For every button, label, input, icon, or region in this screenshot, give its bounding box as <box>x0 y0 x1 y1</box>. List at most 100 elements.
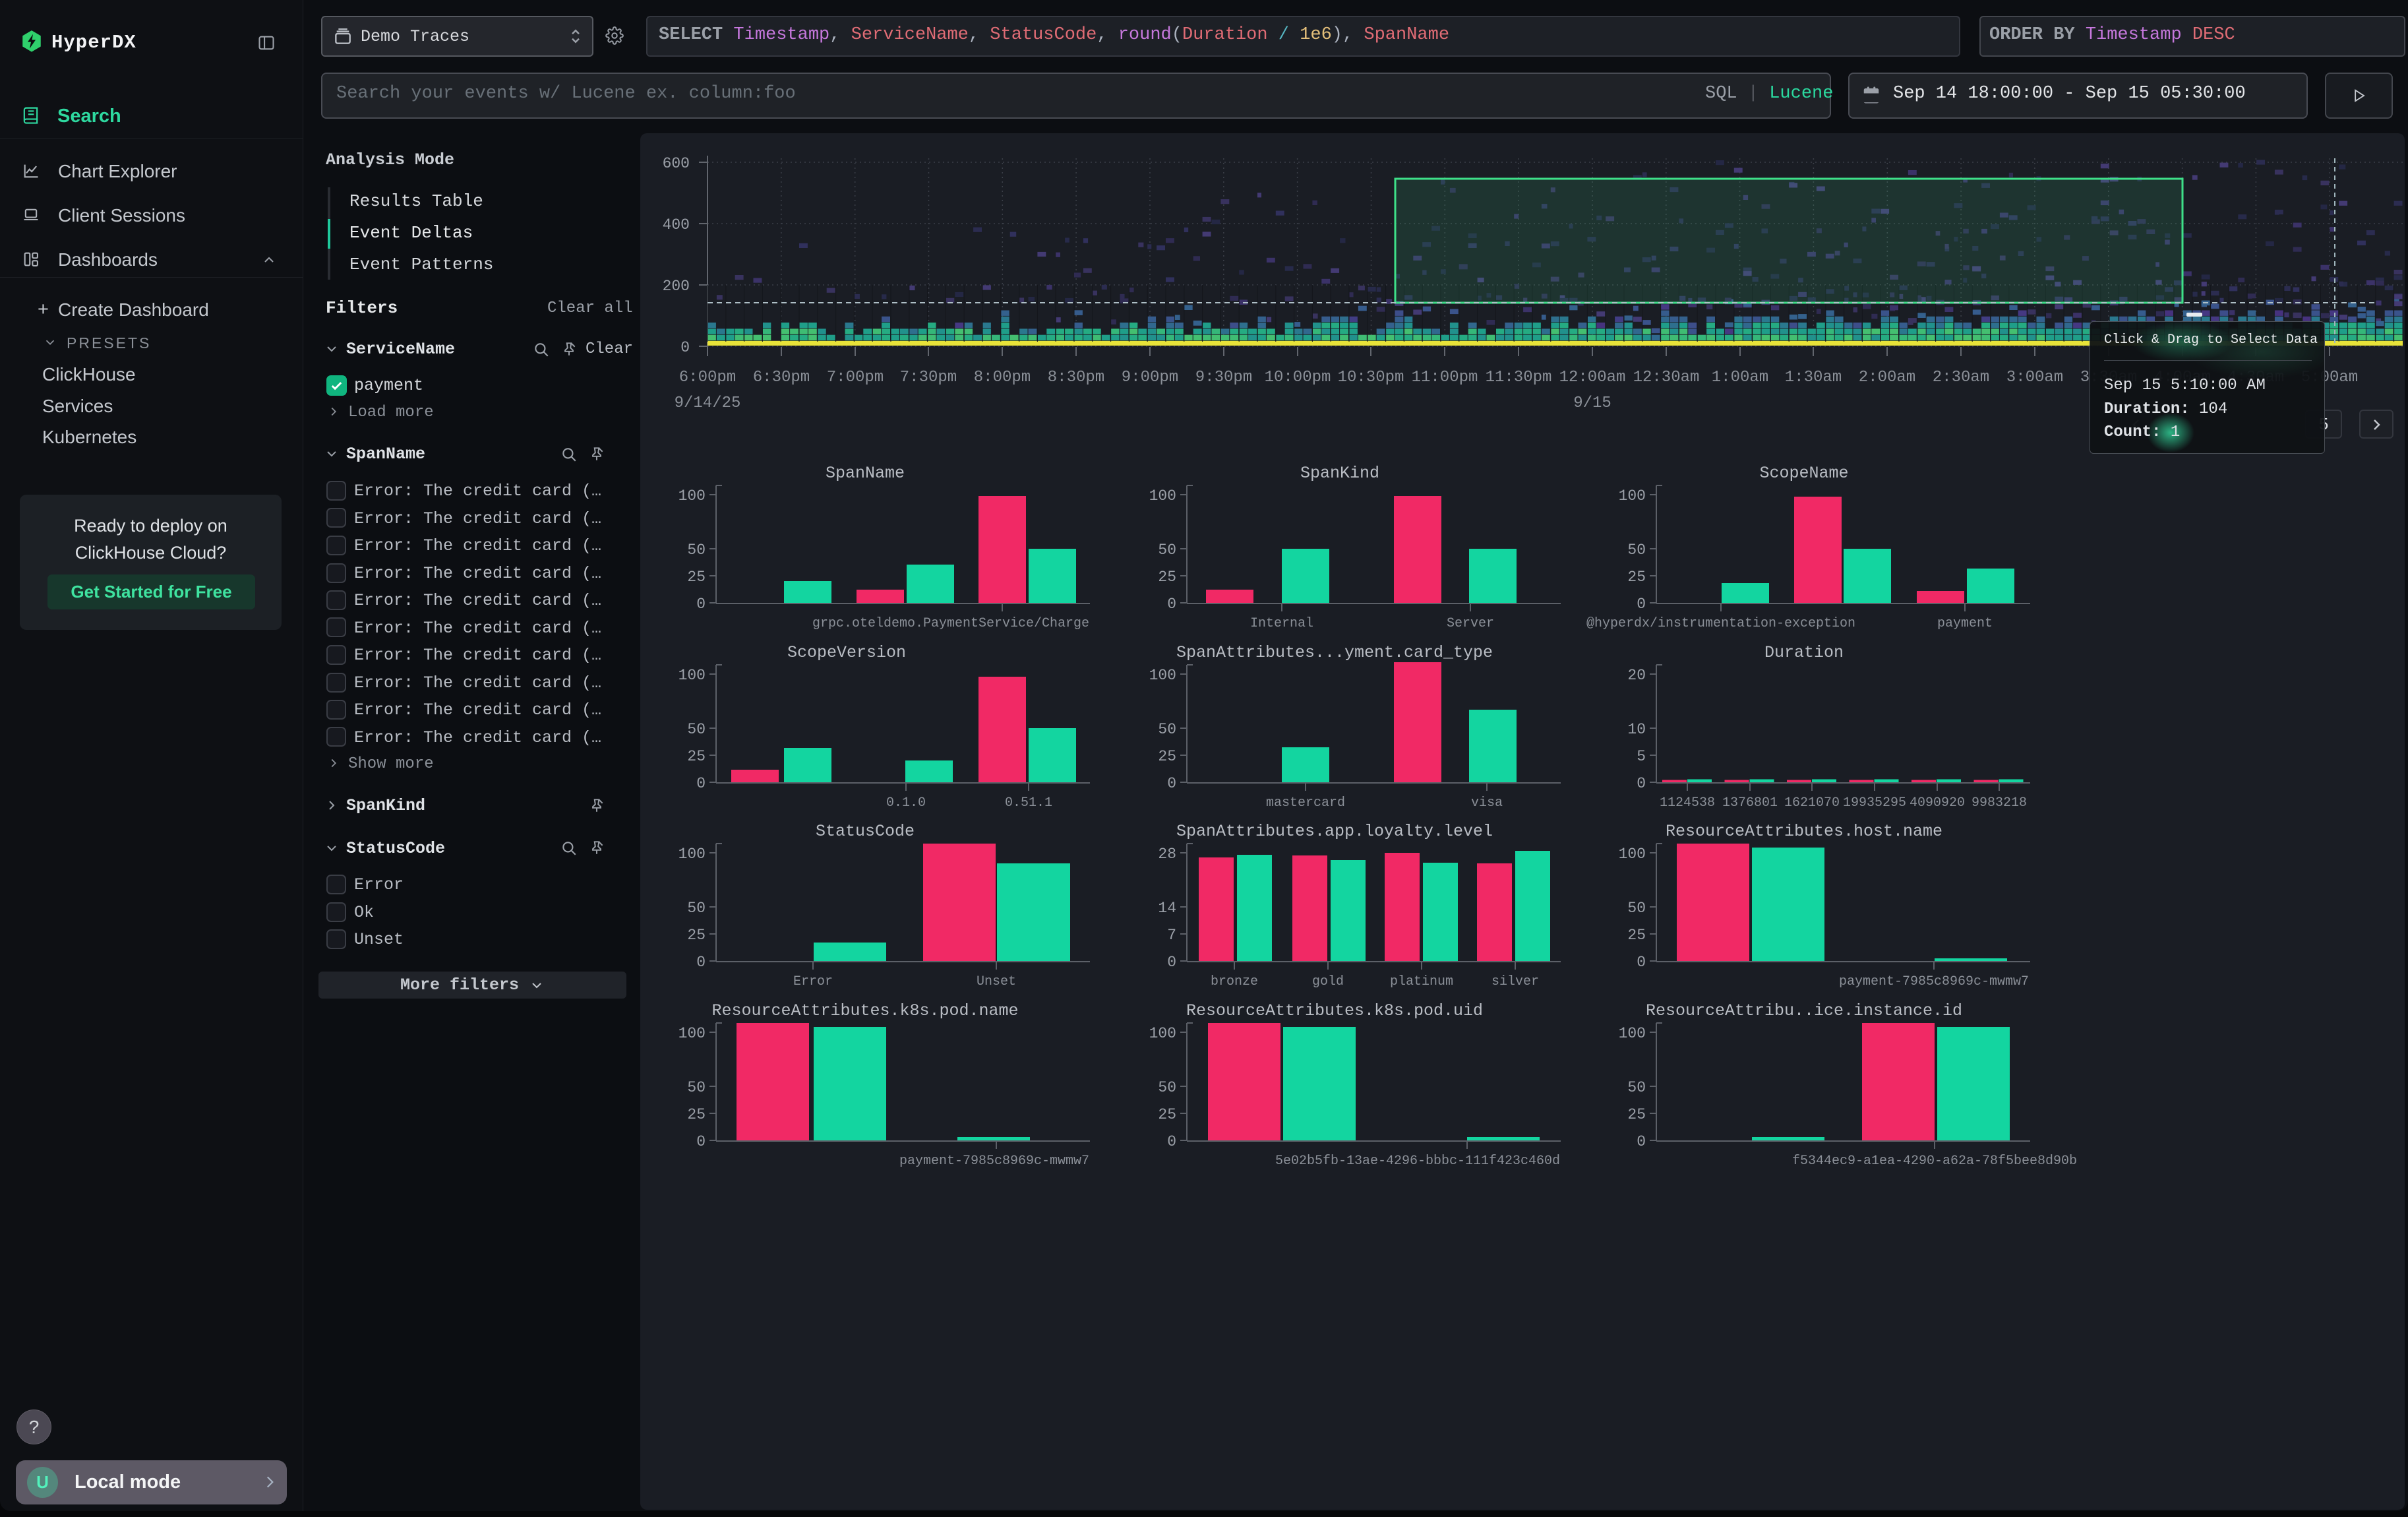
svg-text:25: 25 <box>1627 927 1646 944</box>
svg-text:visa: visa <box>1471 795 1503 811</box>
svg-text:50: 50 <box>687 1079 706 1096</box>
svg-text:25: 25 <box>687 1106 706 1123</box>
svg-text:100: 100 <box>1149 1025 1176 1042</box>
svg-text:0: 0 <box>696 596 706 613</box>
svg-text:ScopeName: ScopeName <box>1759 464 1848 483</box>
svg-text:10:30pm: 10:30pm <box>1338 369 1404 387</box>
svg-text:6:30pm: 6:30pm <box>753 369 810 387</box>
svg-text:silver: silver <box>1491 974 1539 989</box>
svg-text:ResourceAttributes.k8s.pod.uid: ResourceAttributes.k8s.pod.uid <box>1186 1001 1483 1020</box>
svg-text:400: 400 <box>663 216 690 233</box>
svg-text:100: 100 <box>678 487 706 505</box>
svg-text:10:00pm: 10:00pm <box>1265 369 1331 387</box>
svg-text:12:30am: 12:30am <box>1633 369 1700 387</box>
svg-text:0: 0 <box>1637 1133 1646 1150</box>
svg-text:SpanAttributes.app.loyalty.lev: SpanAttributes.app.loyalty.level <box>1176 822 1493 841</box>
svg-text:0: 0 <box>1637 775 1646 792</box>
svg-text:11:00pm: 11:00pm <box>1412 369 1478 387</box>
svg-text:0: 0 <box>1167 596 1176 613</box>
svg-text:25: 25 <box>1627 1106 1646 1123</box>
svg-text:bronze: bronze <box>1211 974 1258 989</box>
svg-text:7:30pm: 7:30pm <box>900 369 957 387</box>
svg-text:100: 100 <box>1149 487 1176 505</box>
svg-text:0: 0 <box>696 1133 706 1150</box>
svg-text:28: 28 <box>1158 846 1176 863</box>
svg-text:50: 50 <box>687 542 706 559</box>
svg-text:grpc.oteldemo.PaymentService/C: grpc.oteldemo.PaymentService/Charge <box>812 616 1089 631</box>
svg-text:9:30pm: 9:30pm <box>1195 369 1252 387</box>
svg-text:50: 50 <box>1627 900 1646 917</box>
svg-text:7: 7 <box>1167 927 1176 944</box>
svg-text:25: 25 <box>687 569 706 586</box>
svg-text:1621070: 1621070 <box>1784 795 1840 811</box>
svg-text:10: 10 <box>1627 721 1646 738</box>
svg-text:11:30pm: 11:30pm <box>1486 369 1552 387</box>
svg-text:600: 600 <box>663 155 690 172</box>
svg-text:25: 25 <box>1158 1106 1176 1123</box>
svg-text:2:00am: 2:00am <box>1859 369 1915 387</box>
svg-text:ResourceAttribu..ice.instance.: ResourceAttribu..ice.instance.id <box>1646 1001 1962 1020</box>
svg-text:Error: Error <box>793 974 833 989</box>
svg-text:SpanName: SpanName <box>826 464 905 483</box>
svg-text:100: 100 <box>678 846 706 863</box>
svg-text:ResourceAttributes.k8s.pod.nam: ResourceAttributes.k8s.pod.name <box>711 1001 1018 1020</box>
svg-text:5e02b5fb-13ae-4296-bbbc-111f42: 5e02b5fb-13ae-4296-bbbc-111f423c460d <box>1275 1154 1560 1169</box>
svg-text:platinum: platinum <box>1390 974 1453 989</box>
svg-text:8:30pm: 8:30pm <box>1048 369 1104 387</box>
svg-text:50: 50 <box>1158 721 1176 738</box>
svg-text:100: 100 <box>678 667 706 684</box>
svg-text:50: 50 <box>1158 1079 1176 1096</box>
svg-text:payment: payment <box>1937 616 1993 631</box>
svg-text:6:00pm: 6:00pm <box>679 369 736 387</box>
svg-text:25: 25 <box>1627 569 1646 586</box>
svg-text:100: 100 <box>1149 667 1176 684</box>
svg-text:20: 20 <box>1627 667 1646 684</box>
svg-text:f5344ec9-a1ea-4290-a62a-78f5be: f5344ec9-a1ea-4290-a62a-78f5bee8d90b <box>1792 1154 2077 1169</box>
svg-text:9983218: 9983218 <box>1972 795 2027 811</box>
svg-text:25: 25 <box>687 927 706 944</box>
svg-text:1:00am: 1:00am <box>1712 369 1768 387</box>
svg-text:100: 100 <box>678 1025 706 1042</box>
svg-text:gold: gold <box>1312 974 1344 989</box>
svg-text:ScopeVersion: ScopeVersion <box>787 643 906 662</box>
svg-text:50: 50 <box>1627 542 1646 559</box>
svg-text:Internal: Internal <box>1250 616 1313 631</box>
svg-text:0: 0 <box>696 775 706 792</box>
svg-text:SpanKind: SpanKind <box>1300 464 1379 483</box>
svg-text:100: 100 <box>1619 1025 1646 1042</box>
svg-text:1124538: 1124538 <box>1660 795 1715 811</box>
svg-text:ResourceAttributes.host.name: ResourceAttributes.host.name <box>1666 822 1942 841</box>
svg-text:payment-7985c8969c-mwmw7: payment-7985c8969c-mwmw7 <box>1839 974 2029 989</box>
svg-text:0: 0 <box>1167 1133 1176 1150</box>
svg-text:25: 25 <box>687 748 706 765</box>
svg-text:200: 200 <box>663 278 690 295</box>
svg-text:0.51.1: 0.51.1 <box>1005 795 1052 811</box>
svg-text:9/14/25: 9/14/25 <box>675 394 741 412</box>
svg-text:9:00pm: 9:00pm <box>1122 369 1178 387</box>
svg-text:5: 5 <box>1637 748 1646 765</box>
svg-text:Duration: Duration <box>1764 643 1844 662</box>
svg-text:0: 0 <box>680 339 690 356</box>
svg-text:50: 50 <box>1158 542 1176 559</box>
svg-text:4090920: 4090920 <box>1910 795 1965 811</box>
svg-text:12:00am: 12:00am <box>1559 369 1626 387</box>
svg-text:50: 50 <box>687 721 706 738</box>
svg-text:1376801: 1376801 <box>1722 795 1778 811</box>
svg-text:1:30am: 1:30am <box>1785 369 1842 387</box>
svg-text:14: 14 <box>1158 900 1176 917</box>
svg-text:50: 50 <box>1627 1079 1646 1096</box>
svg-text:mastercard: mastercard <box>1266 795 1345 811</box>
svg-text:25: 25 <box>1158 569 1176 586</box>
svg-text:0: 0 <box>1167 954 1176 971</box>
svg-text:0: 0 <box>1167 775 1176 792</box>
svg-text:50: 50 <box>687 900 706 917</box>
svg-text:3:00am: 3:00am <box>2006 369 2063 387</box>
svg-text:100: 100 <box>1619 487 1646 505</box>
svg-text:Server: Server <box>1447 616 1494 631</box>
svg-text:0: 0 <box>1637 954 1646 971</box>
svg-text:8:00pm: 8:00pm <box>974 369 1031 387</box>
svg-text:19935295: 19935295 <box>1843 795 1906 811</box>
svg-text:0: 0 <box>1637 596 1646 613</box>
svg-text:0.1.0: 0.1.0 <box>886 795 926 811</box>
svg-text:0: 0 <box>696 954 706 971</box>
